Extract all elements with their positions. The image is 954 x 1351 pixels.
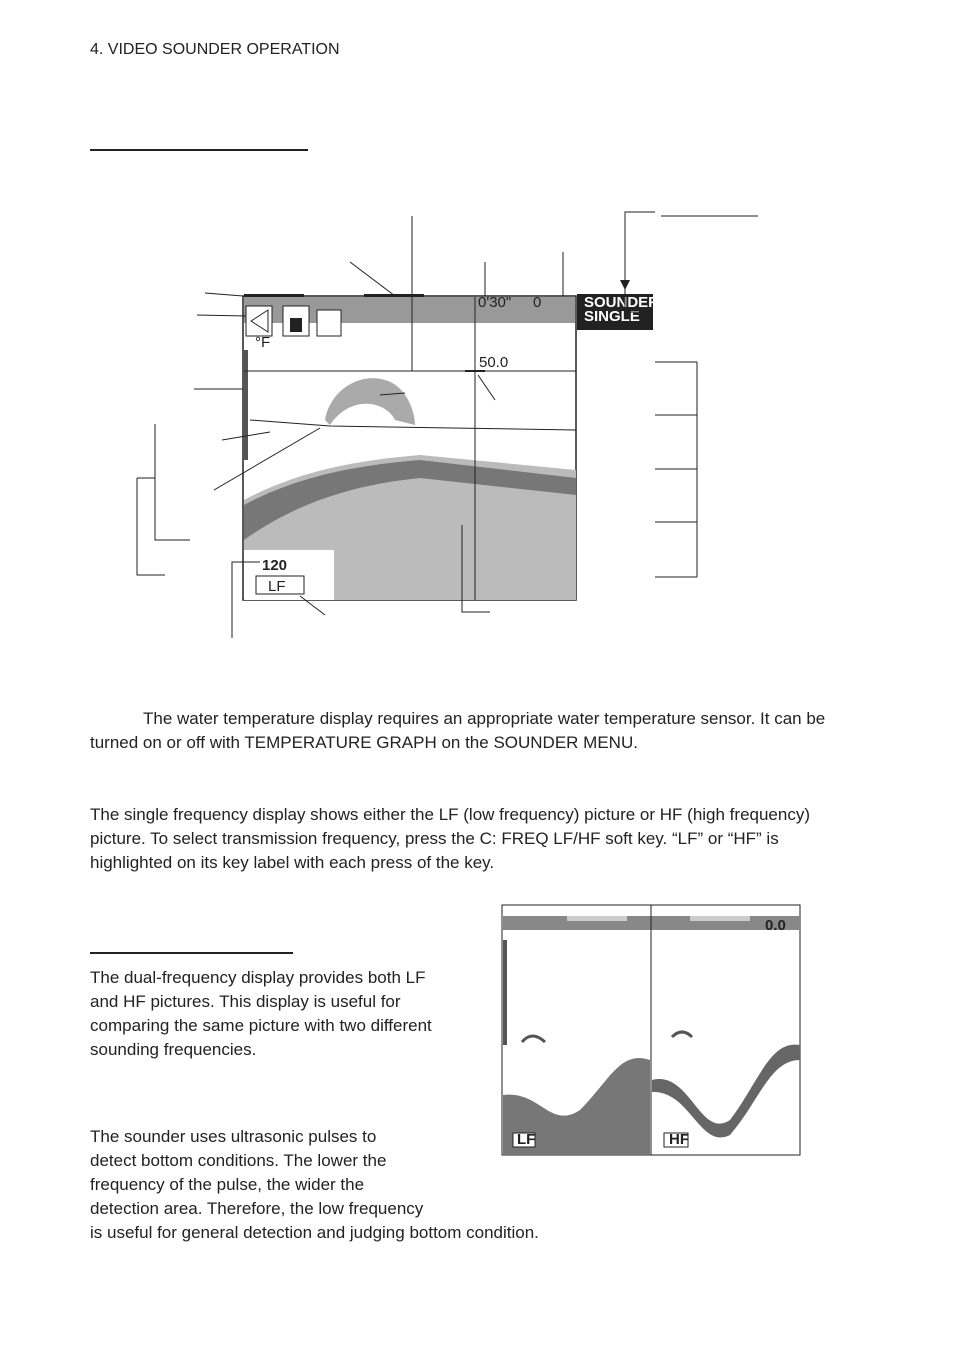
vrm-value: 50.0 [479,354,508,371]
frequency: LF [268,578,286,595]
paragraph-wrap: The sounder uses ultrasonic pulses to de… [90,1125,830,1245]
temp-unit: °F [255,334,270,351]
screen-zero: 0 [533,294,541,311]
paragraph: The water temperature display requires a… [90,709,826,752]
dual-left: LF [517,1131,535,1148]
paragraph: The single frequency display shows eithe… [90,805,811,872]
dual-vrm: 0.0 [765,917,786,934]
mode-box: SOUNDER [584,294,659,311]
paragraph: The dual-frequency display provides both… [90,968,432,1059]
mode-box: SINGLE [584,308,640,325]
screen-time: 0'30" [478,294,511,311]
depth-value: 120 [262,557,287,574]
dual-right: HF [669,1131,689,1148]
page-header: 4. VIDEO SOUNDER OPERATION [90,41,340,58]
paragraph: The sounder uses ultrasonic pulses to de… [90,1127,539,1242]
